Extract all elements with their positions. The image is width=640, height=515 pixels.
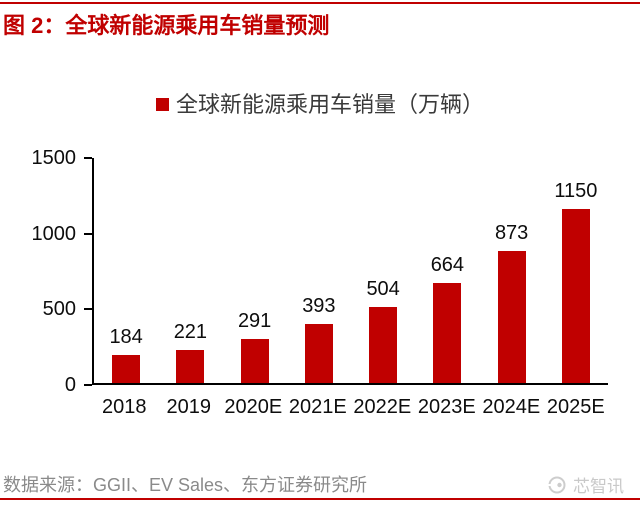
bar-value-label: 184 — [109, 326, 143, 349]
bar-slot: 291 — [223, 158, 287, 383]
bar-value-label: 664 — [430, 253, 465, 276]
bar-value-label: 873 — [494, 221, 529, 244]
bar-value-label: 504 — [366, 277, 400, 300]
x-tick-label: 2021E — [288, 396, 347, 418]
x-tick-label: 2023E — [417, 396, 476, 418]
data-source-note: 数据来源：GGII、EV Sales、东方证券研究所 — [3, 475, 368, 495]
bar — [304, 323, 333, 383]
y-tick-mark — [84, 232, 92, 235]
bar-slot: 664 — [415, 158, 479, 383]
legend-swatch-icon — [155, 98, 169, 112]
chart: 184 221 291 393 504 664 873 1150 2018 2019 2020E 2… — [0, 135, 640, 435]
xinzhixun-logo-icon — [547, 475, 567, 495]
bar-slot: 221 — [158, 158, 222, 383]
watermark-text: 芯智讯 — [573, 477, 624, 496]
chart-legend: 全球新能源乘用车销量（万辆） — [0, 92, 640, 117]
bar — [497, 250, 526, 383]
bottom-divider — [0, 498, 640, 500]
bar-value-label: 221 — [173, 320, 208, 343]
bar-value-label: 291 — [237, 310, 272, 332]
bar-slot: 393 — [287, 158, 351, 383]
x-tick-label: 2018 — [102, 396, 147, 418]
bar — [240, 339, 269, 383]
bar-slot: 184 — [94, 158, 158, 383]
bar-slot: 504 — [351, 158, 415, 383]
bar — [433, 282, 462, 383]
bar — [369, 306, 398, 383]
watermark: 芯智讯 — [547, 472, 624, 497]
y-tick-mark — [84, 384, 92, 386]
x-tick-label: 2019 — [166, 396, 212, 418]
x-tick-label: 2020E — [224, 396, 283, 418]
legend-label: 全球新能源乘用车销量（万辆） — [175, 92, 484, 117]
figure-title: 图 2：全球新能源乘用车销量预测 — [3, 13, 330, 38]
bar-value-label: 1150 — [554, 180, 598, 202]
y-tick-mark — [84, 308, 92, 311]
y-tick-mark — [84, 157, 92, 159]
x-axis-labels: 2018 2019 2020E 2021E 2022E 2023E 2024E 2025E — [92, 396, 608, 418]
bar — [112, 355, 141, 383]
bar — [561, 209, 590, 383]
y-tick-label: 0 — [64, 374, 76, 396]
y-tick-label: 1500 — [31, 147, 77, 169]
top-divider — [0, 2, 640, 4]
plot-area: 184 221 291 393 504 664 873 1150 — [92, 158, 608, 385]
y-tick-label: 1000 — [31, 222, 77, 245]
y-tick-label: 500 — [42, 298, 76, 321]
x-tick-label: 2022E — [353, 396, 412, 418]
bar-slot: 1150 — [544, 158, 608, 383]
bar-slot: 873 — [480, 158, 544, 383]
x-tick-label: 2024E — [482, 396, 541, 418]
x-tick-label: 2025E — [546, 396, 605, 418]
bar-value-label: 393 — [302, 294, 336, 317]
bar — [176, 349, 205, 383]
